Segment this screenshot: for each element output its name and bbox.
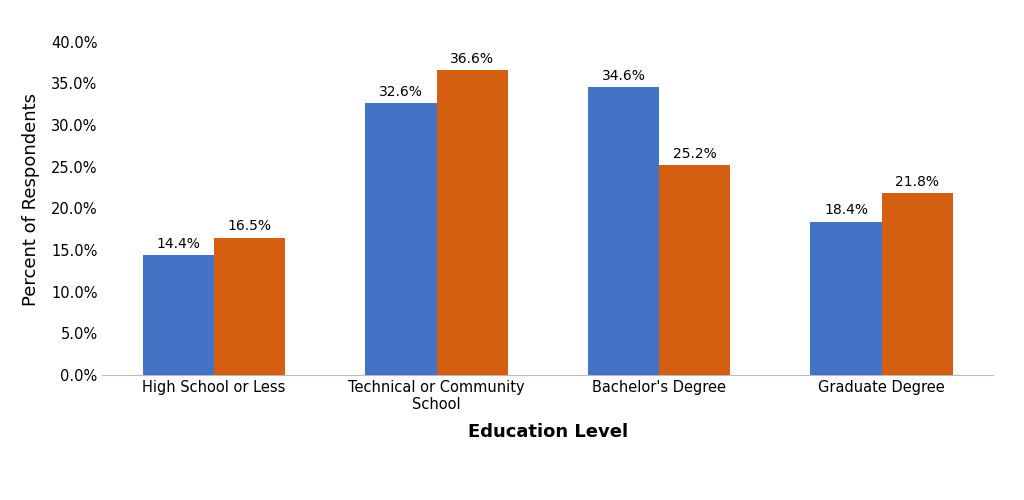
Text: 36.6%: 36.6% — [451, 52, 495, 66]
Bar — [143, 255, 214, 375]
Bar — [810, 222, 882, 375]
Text: 25.2%: 25.2% — [673, 147, 717, 161]
Text: 32.6%: 32.6% — [379, 85, 423, 99]
Y-axis label: Percent of Respondents: Percent of Respondents — [22, 94, 40, 306]
Text: 34.6%: 34.6% — [601, 68, 645, 82]
Text: 16.5%: 16.5% — [227, 220, 271, 234]
Bar — [588, 86, 659, 375]
Bar — [436, 70, 508, 375]
Text: 18.4%: 18.4% — [824, 204, 868, 218]
Text: 21.8%: 21.8% — [895, 175, 939, 189]
Bar — [882, 194, 952, 375]
Bar — [659, 165, 730, 375]
Bar — [366, 104, 436, 375]
Bar — [214, 238, 286, 375]
Text: 14.4%: 14.4% — [157, 237, 201, 251]
X-axis label: Education Level: Education Level — [468, 424, 628, 442]
